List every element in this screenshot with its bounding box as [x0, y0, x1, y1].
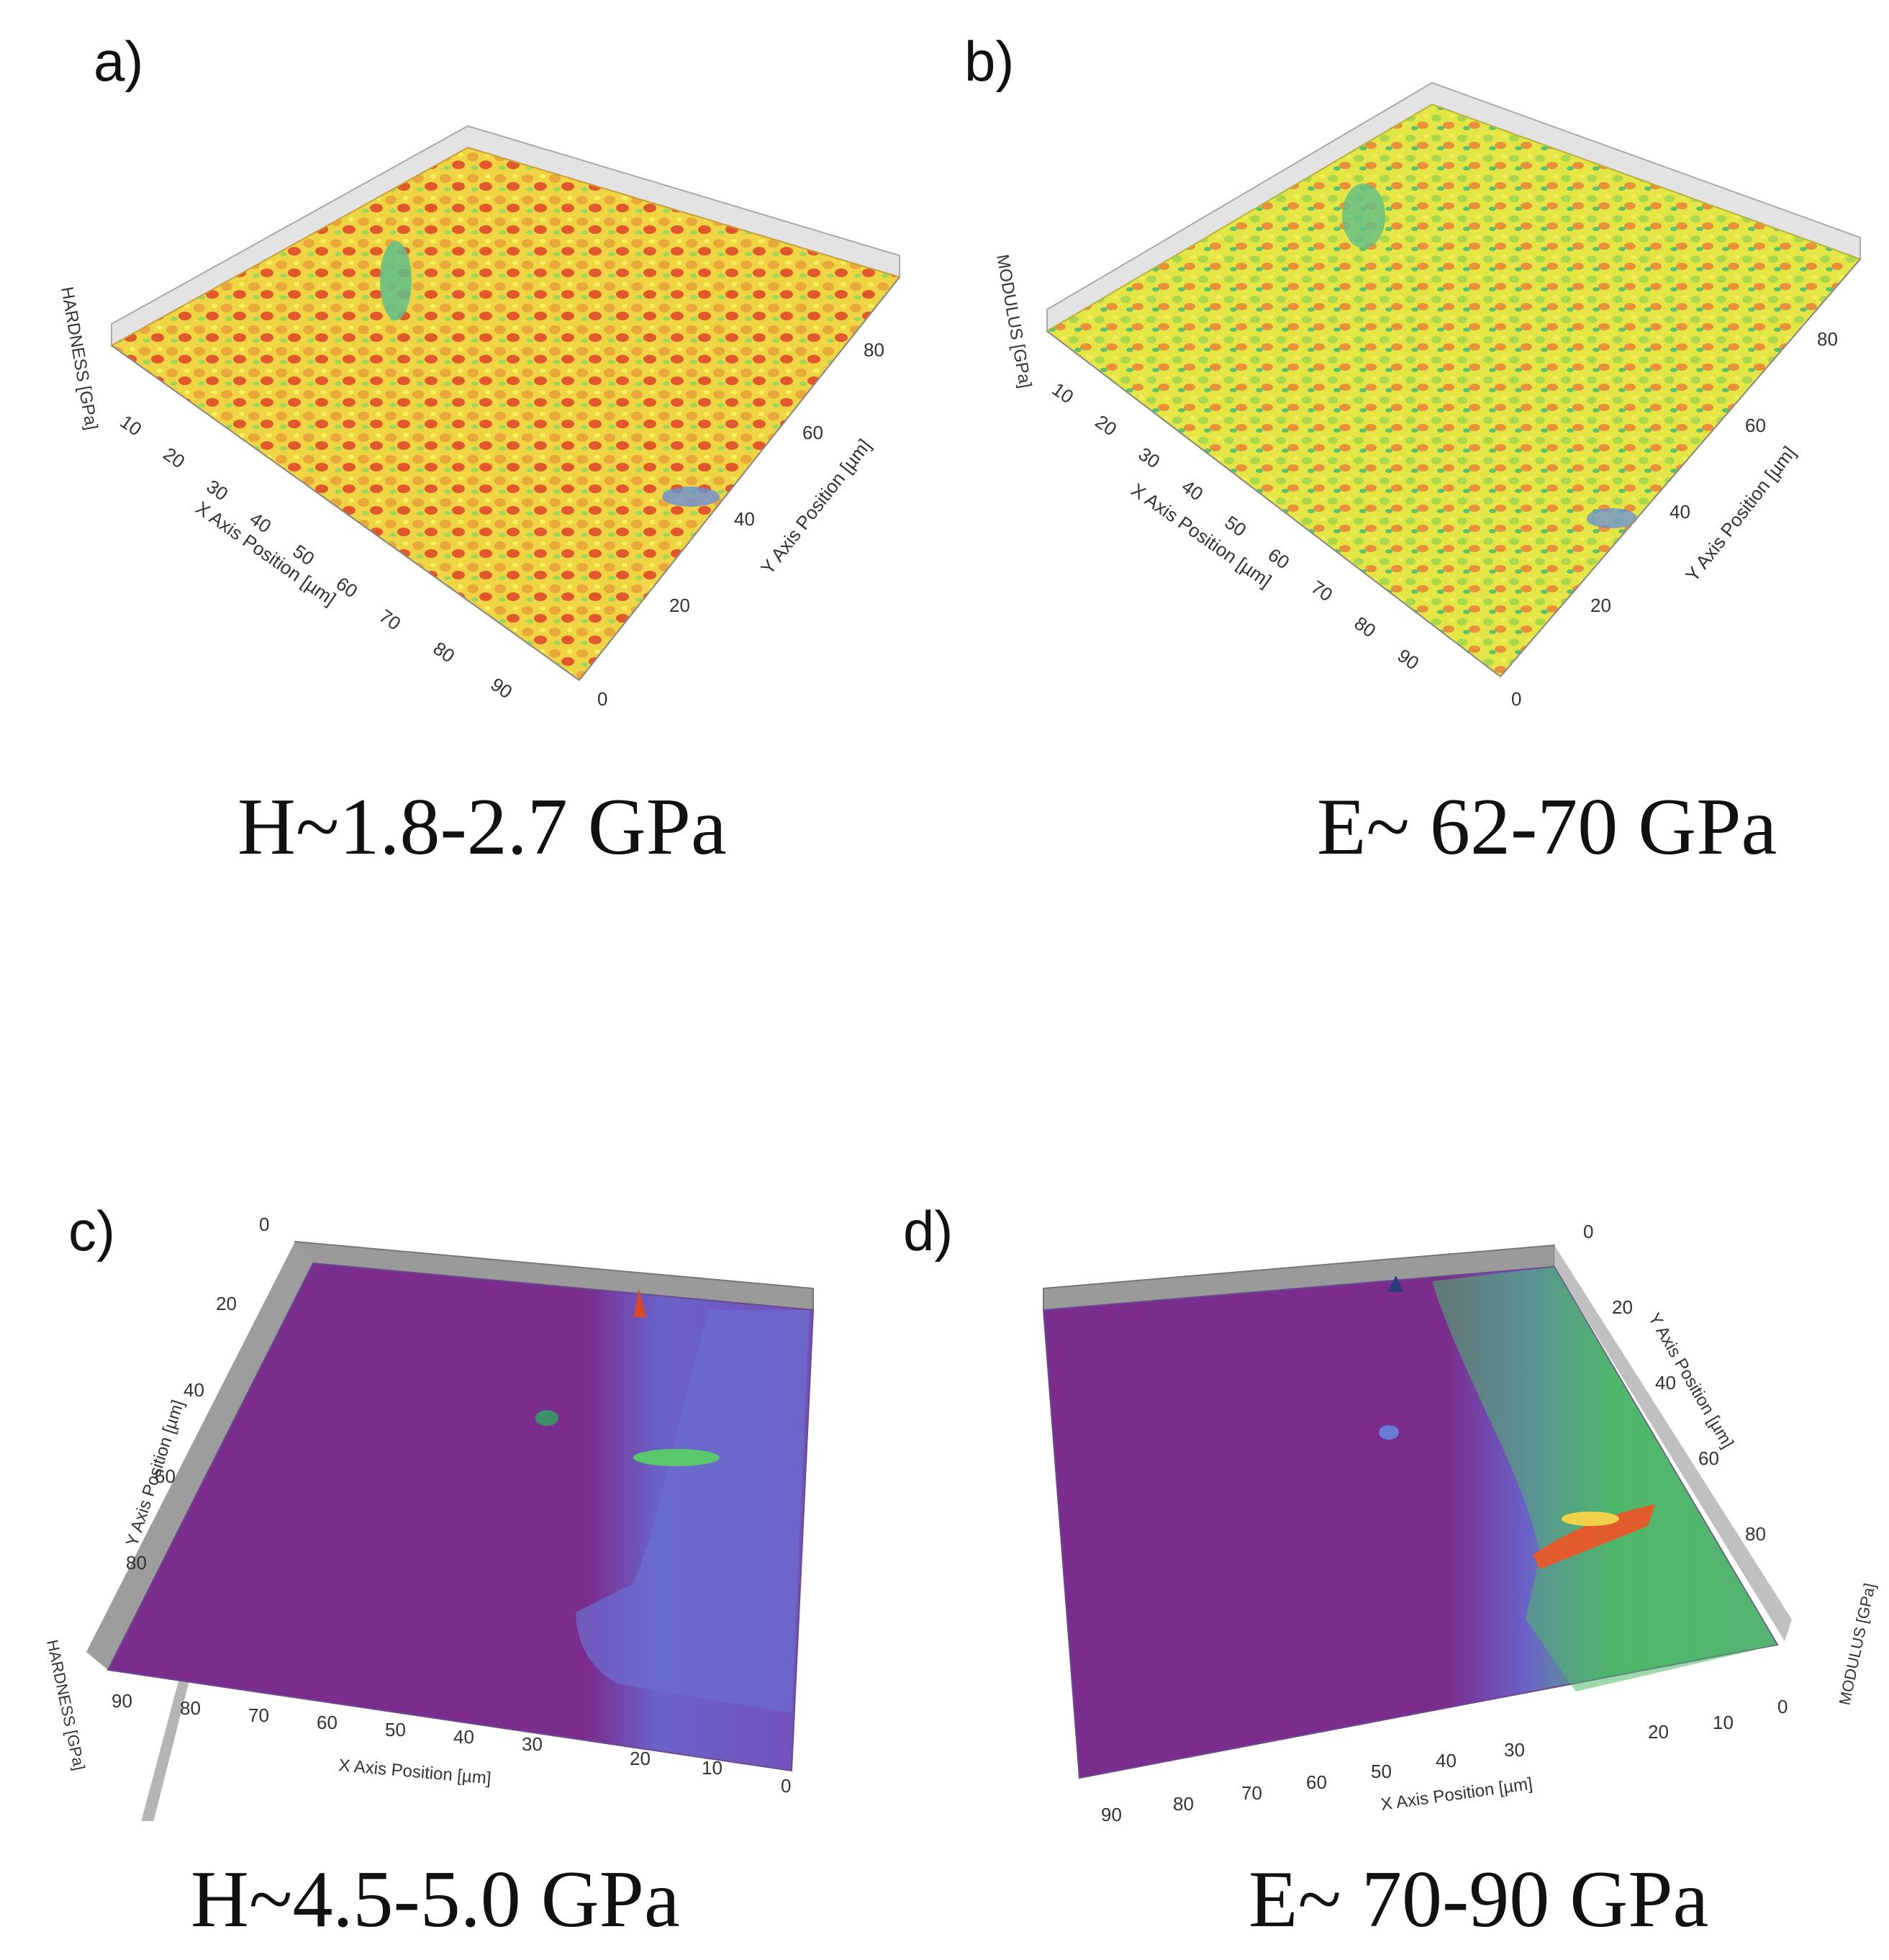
y-tick: 60	[802, 422, 823, 443]
panel-b-surface-plot: 10 20 30 40 50 60 70 80 90 X Axis Positi…	[992, 81, 1862, 710]
y-tick: 0	[1583, 1221, 1593, 1242]
x-tick: 20	[1092, 410, 1121, 440]
panel-d-surface-plot: 0 20 40 60 80 Y Axis Position [µm] MODUL…	[1042, 1221, 1878, 1825]
x-tick: 40	[1436, 1750, 1457, 1771]
x-tick: 30	[522, 1733, 543, 1755]
y-tick: 40	[734, 508, 755, 530]
z-axis-label: MODULUS [GPa]	[992, 253, 1035, 389]
x-tick: 50	[1371, 1761, 1392, 1782]
surface-feature	[662, 487, 720, 507]
x-tick: 90	[1101, 1804, 1122, 1825]
x-tick: 90	[487, 673, 517, 703]
panel-c-letter: c)	[68, 1199, 115, 1263]
y-tick: 80	[1817, 328, 1838, 350]
surface-feature	[633, 1288, 646, 1317]
x-tick: 70	[248, 1704, 269, 1726]
x-tick: 70	[1308, 576, 1337, 605]
x-tick: 60	[1306, 1771, 1327, 1793]
x-tick: 60	[317, 1712, 338, 1733]
panel-b-letter: b)	[964, 30, 1015, 93]
y-tick: 20	[669, 595, 690, 616]
panel-a-letter: a)	[94, 30, 144, 93]
surface-feature	[1432, 1267, 1777, 1692]
z-axis-label: HARDNESS [GPa]	[57, 285, 101, 431]
y-tick: 20	[1590, 595, 1611, 616]
y-axis-label: Y Axis Position [µm]	[756, 435, 875, 579]
y-tick: 0	[1511, 688, 1521, 710]
surface-feature	[633, 1449, 720, 1466]
y-tick: 40	[1670, 501, 1690, 523]
surface-feature	[1533, 1504, 1655, 1569]
y-axis-line	[1500, 258, 1861, 677]
panel-d-caption: E~ 70-90 GPa	[1249, 1855, 1709, 1944]
x-tick: 60	[332, 572, 362, 602]
panel-d-letter: d)	[903, 1199, 953, 1263]
x-tick: 50	[1221, 511, 1251, 541]
x-tick: 0	[781, 1775, 791, 1797]
y-axis-label: Y Axis Position [µm]	[1681, 442, 1800, 586]
x-tick: 20	[1648, 1721, 1669, 1743]
x-axis-line	[111, 345, 580, 681]
y-tick: 80	[1745, 1523, 1766, 1545]
surface-feature	[535, 1410, 558, 1426]
y-tick: 60	[1698, 1448, 1719, 1469]
y-tick: 0	[259, 1214, 269, 1235]
x-tick: 30	[1135, 443, 1164, 472]
x-tick: 10	[117, 410, 146, 440]
y-tick: 40	[184, 1379, 204, 1401]
x-tick: 20	[160, 443, 189, 472]
panel-a-surface-plot: 10 20 30 40 50 60 70 80 90 X Axis Positi…	[57, 125, 901, 710]
y-tick: 60	[155, 1466, 176, 1487]
y-tick: 80	[126, 1552, 147, 1573]
y-tick: 40	[1655, 1372, 1676, 1394]
x-tick: 50	[385, 1719, 406, 1740]
y-tick: 80	[864, 339, 884, 361]
x-axis-line	[1046, 330, 1501, 677]
panel-b-caption: E~ 62-70 GPa	[1317, 782, 1777, 872]
x-tick: 40	[453, 1726, 474, 1748]
x-tick: 20	[630, 1748, 651, 1769]
z-axis-label: HARDNESS [GPa]	[43, 1638, 89, 1772]
surface-feature	[1387, 1275, 1403, 1292]
panel-c-caption: H~4.5-5.0 GPa	[191, 1855, 680, 1944]
x-tick: 10	[702, 1757, 722, 1779]
z-axis-label: MODULUS [GPa]	[1835, 1581, 1878, 1707]
x-tick: 90	[1394, 644, 1423, 674]
x-tick: 80	[1351, 612, 1380, 641]
right-wall	[1554, 1245, 1792, 1641]
panel-c-surface-plot: 0 20 40 60 80 Y Axis Position [µm] HARDN…	[43, 1214, 815, 1821]
y-tick: 60	[1745, 415, 1766, 436]
modulus-surface	[1046, 103, 1862, 678]
y-tick: 0	[597, 688, 607, 710]
x-tick: 70	[376, 605, 405, 634]
surface-feature	[380, 241, 412, 320]
x-tick: 10	[1713, 1712, 1734, 1733]
panel-a-caption: H~1.8-2.7 GPa	[237, 782, 727, 872]
surface-feature	[1379, 1425, 1399, 1440]
x-axis-label: X Axis Position [µm]	[1128, 479, 1276, 592]
x-tick: 40	[1178, 475, 1208, 505]
x-tick: 30	[1504, 1739, 1525, 1761]
x-tick: 10	[1048, 378, 1078, 407]
y-axis-line	[579, 276, 900, 681]
x-axis-label: X Axis Position [µm]	[338, 1756, 491, 1788]
surface-feature	[1342, 184, 1385, 248]
y-tick: 20	[1612, 1296, 1633, 1318]
x-tick: 80	[1173, 1793, 1194, 1815]
x-tick: 70	[1241, 1782, 1262, 1804]
surface-feature	[576, 1310, 810, 1713]
surface-feature	[1562, 1512, 1619, 1526]
x-axis-label: X Axis Position [µm]	[1380, 1774, 1534, 1815]
surface-feature	[1587, 508, 1637, 528]
y-tick: 20	[216, 1293, 237, 1314]
x-tick: 80	[430, 637, 459, 667]
x-tick: 90	[112, 1690, 132, 1712]
x-tick: 0	[1777, 1696, 1788, 1717]
left-wall	[86, 1242, 313, 1670]
x-tick: 80	[180, 1697, 201, 1719]
